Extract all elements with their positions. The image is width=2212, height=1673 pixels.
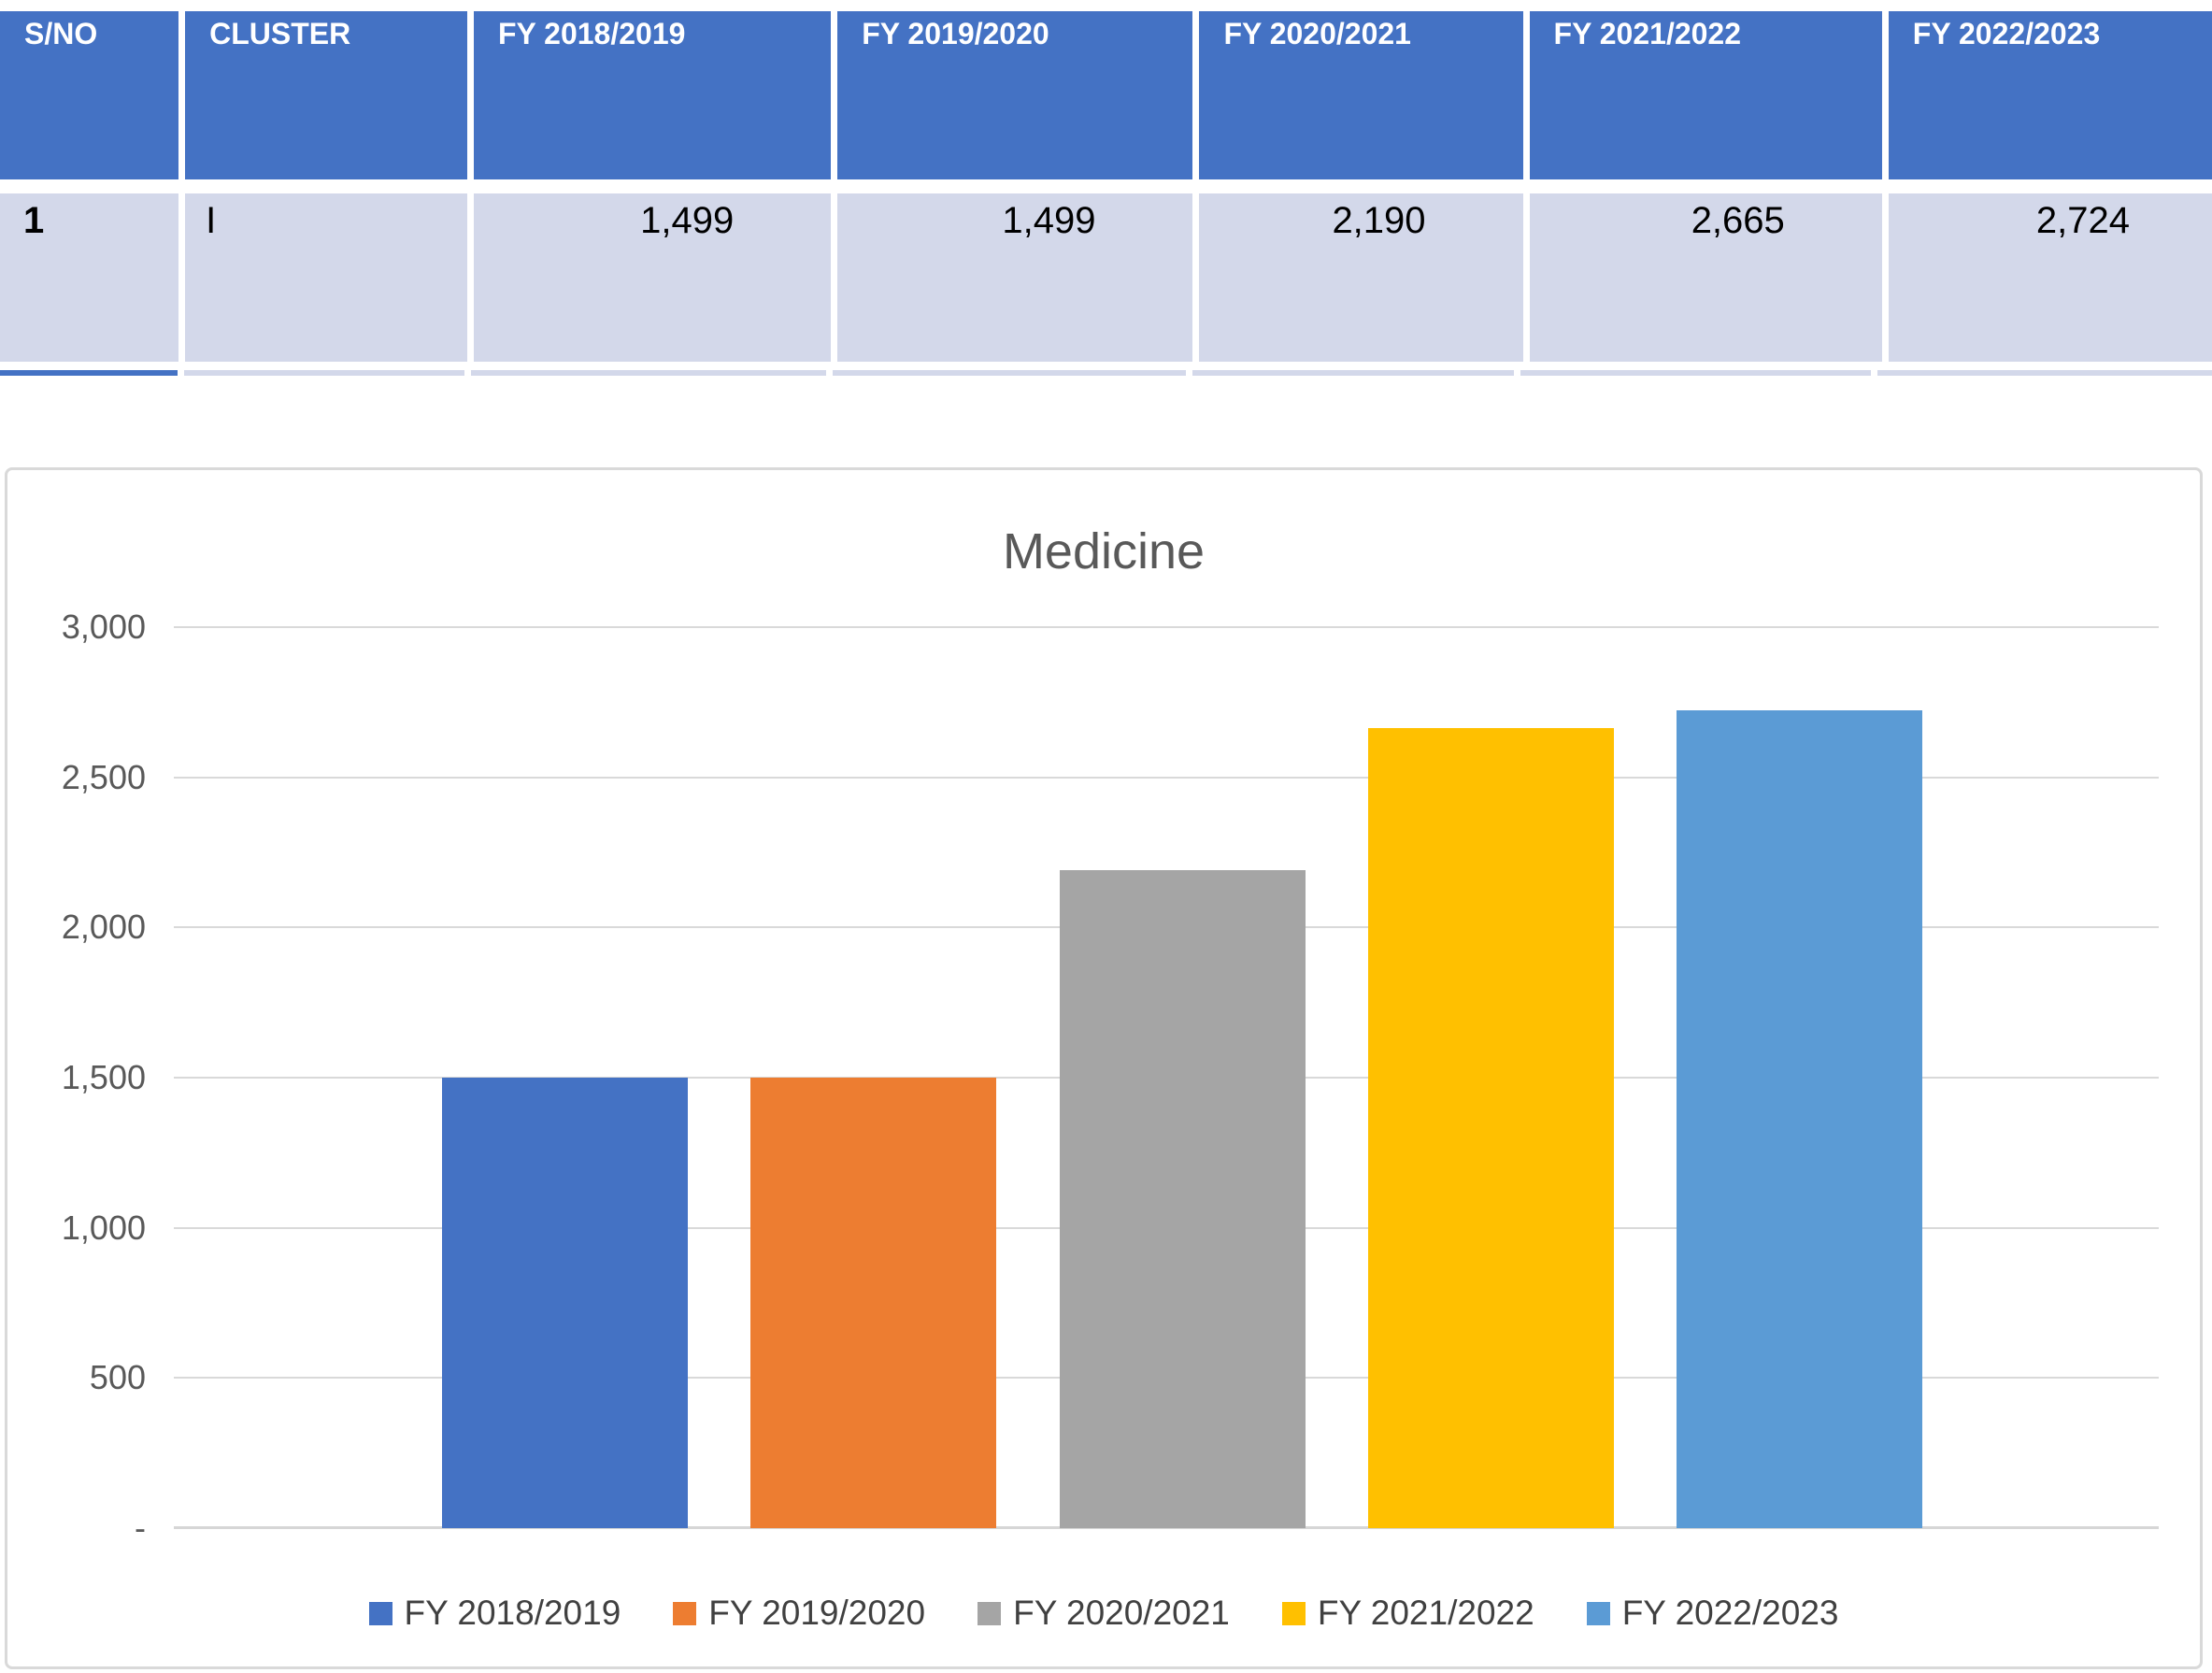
y-axis-tick-label: 2,500	[61, 757, 146, 796]
gridline	[174, 626, 2159, 628]
legend-item: FY 2018/2019	[368, 1594, 621, 1633]
legend-label: FY 2018/2019	[404, 1594, 621, 1632]
bar-fy-2020-2021	[1060, 870, 1306, 1528]
legend-item: FY 2019/2020	[673, 1594, 925, 1633]
cell-value-fy-2020-2021: 2,190	[1199, 193, 1523, 362]
cell-value-fy-2022-2023: 2,724	[1888, 193, 2212, 362]
column-header: FY 2022/2023	[1888, 11, 2212, 179]
y-axis-tick-label: 1,500	[61, 1058, 146, 1096]
legend-item: FY 2022/2023	[1586, 1594, 1839, 1633]
bar-chart-card: Medicine FY 2018/2019 FY 2019/2020 FY 2020…	[5, 467, 2203, 1669]
legend-label: FY 2021/2022	[1317, 1594, 1534, 1632]
chart-legend: FY 2018/2019 FY 2019/2020 FY 2020/2021 FY 2…	[7, 1594, 2200, 1633]
cell-cluster: I	[185, 193, 467, 362]
legend-label: FY 2022/2023	[1621, 1594, 1839, 1632]
y-axis-tick-label: -	[135, 1509, 146, 1547]
legend-item: FY 2020/2021	[978, 1594, 1230, 1633]
table-row: 1 I 1,499 1,499 2,190 2,665 2,724	[0, 193, 2212, 362]
cropped-row-cell-edge	[471, 370, 826, 376]
cropped-row-cell-edge	[184, 370, 464, 376]
column-header: S/NO	[0, 11, 179, 179]
legend-swatch-icon	[368, 1601, 392, 1625]
legend-swatch-icon	[673, 1601, 697, 1625]
bar-fy-2019-2020	[750, 1078, 996, 1528]
y-axis-tick-label: 500	[89, 1358, 146, 1397]
legend-swatch-icon	[1586, 1601, 1610, 1625]
y-axis-tick-label: 1,000	[61, 1208, 146, 1247]
legend-label: FY 2019/2020	[708, 1594, 926, 1632]
cell-sno: 1	[0, 193, 179, 362]
bar-fy-2018-2019	[442, 1078, 688, 1528]
column-header: FY 2021/2022	[1529, 11, 1882, 179]
cropped-row-cell-edge	[0, 370, 178, 376]
chart-title: Medicine	[1002, 523, 1206, 579]
summary-table: S/NO CLUSTER FY 2018/2019 FY 2019/2020 FY 20…	[0, 0, 2212, 376]
bar-fy-2021-2022	[1368, 728, 1614, 1528]
legend-item: FY 2021/2022	[1281, 1594, 1534, 1633]
y-axis-tick-label: 2,000	[61, 908, 146, 947]
cropped-row-cell-edge	[1192, 370, 1514, 376]
cell-value-fy-2018-2019: 1,499	[473, 193, 832, 362]
cropped-row-cell-edge	[833, 370, 1186, 376]
y-axis-tick-label: 3,000	[61, 608, 146, 646]
legend-label: FY 2020/2021	[1013, 1594, 1230, 1632]
legend-swatch-icon	[1281, 1601, 1306, 1625]
column-header: FY 2020/2021	[1199, 11, 1523, 179]
bar-fy-2022-2023	[1677, 710, 1922, 1528]
cell-value-fy-2019-2020: 1,499	[837, 193, 1193, 362]
column-header: FY 2019/2020	[837, 11, 1193, 179]
column-header: CLUSTER	[185, 11, 467, 179]
legend-swatch-icon	[978, 1601, 1002, 1625]
cropped-row-cell-edge	[1877, 370, 2212, 376]
gridline	[174, 776, 2159, 779]
table-header-row: S/NO CLUSTER FY 2018/2019 FY 2019/2020 FY 20…	[0, 11, 2212, 179]
cell-value-fy-2021-2022: 2,665	[1529, 193, 1882, 362]
cropped-row-cell-edge	[1520, 370, 1871, 376]
column-header: FY 2018/2019	[473, 11, 832, 179]
plot-area	[174, 626, 2159, 1529]
